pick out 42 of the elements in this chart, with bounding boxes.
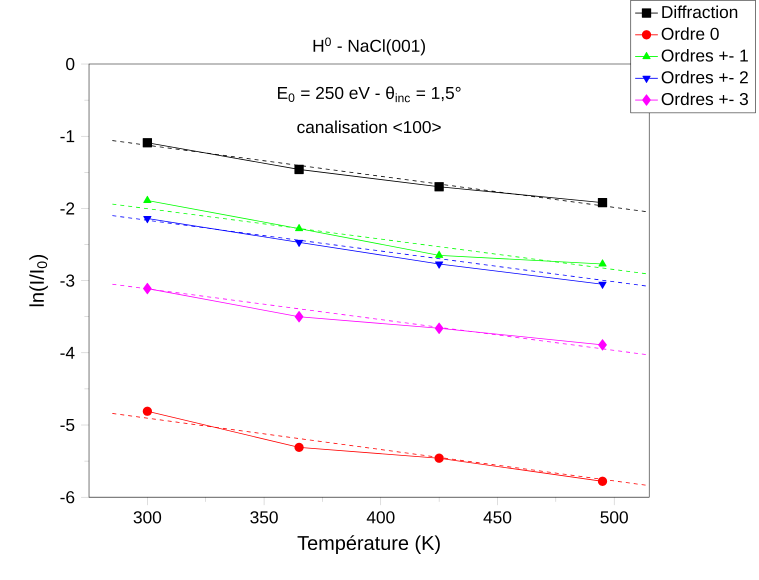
y-tick-label: -2 (60, 202, 74, 214)
x-tick-label: 450 (483, 511, 512, 524)
x-tick-label: 300 (134, 511, 162, 524)
x-tick-label: 350 (250, 511, 278, 524)
point (294, 442, 304, 452)
point (434, 182, 444, 192)
point (598, 282, 607, 289)
point (598, 259, 607, 266)
point (143, 216, 152, 224)
x-axis-title: Température (K) (298, 535, 440, 554)
point (434, 322, 444, 334)
legend-label: Ordres +- 3 (662, 92, 748, 106)
legend-label: Diffraction (662, 5, 738, 18)
point (143, 196, 152, 203)
point (142, 406, 152, 416)
annotation: canalisation <100> (297, 120, 441, 134)
point (295, 240, 304, 247)
point (598, 339, 607, 350)
y-tick-label: -1 (60, 130, 74, 142)
point (434, 453, 444, 463)
point (598, 476, 608, 486)
y-tick-label: 0 (66, 58, 74, 70)
chart-title: H$^{0}$ - NaCl(001) (314, 37, 425, 56)
y-tick-label: -3 (60, 274, 74, 287)
point (142, 282, 152, 294)
point (435, 250, 444, 258)
x-tick-label: 400 (366, 511, 395, 524)
legend-label: Ordres +- 2 (662, 70, 748, 84)
y-tick-label: -4 (60, 346, 75, 359)
y-tick-label: -6 (60, 490, 74, 504)
x-tick-label: 500 (600, 511, 628, 524)
point (294, 164, 304, 174)
point (295, 224, 304, 232)
legend-label: Ordre 0 (662, 27, 719, 40)
y-tick-label: -5 (60, 418, 74, 431)
y-axis-title: ln(I/I$_{0}$) (29, 254, 48, 306)
point (435, 261, 444, 269)
point (598, 198, 608, 208)
text: E$_{0}$ = 250 eV - θ$_{inc}$ = 1,5° (278, 86, 461, 102)
legend-label: Ordres +- 1 (662, 48, 748, 62)
point (142, 138, 152, 148)
point (294, 310, 304, 322)
